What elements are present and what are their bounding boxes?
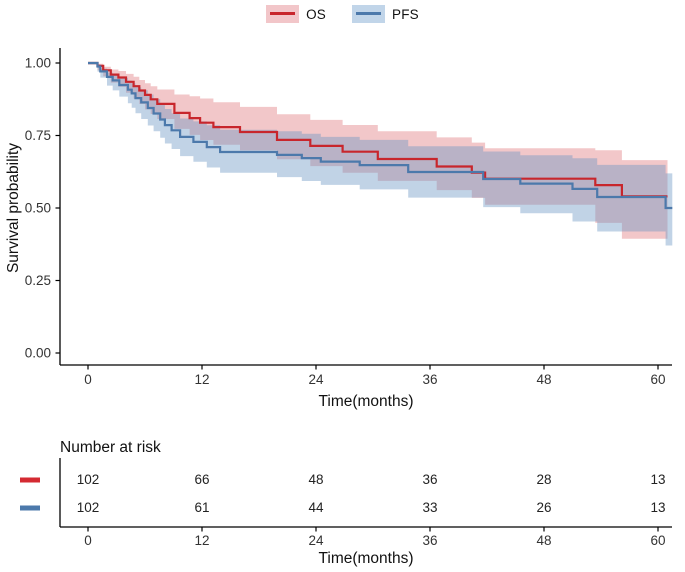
y-tick-label: 0.50: [25, 201, 51, 216]
legend-label-os: OS: [306, 6, 327, 22]
x-tick-label: 36: [422, 372, 437, 387]
risk-count: 44: [308, 500, 324, 515]
risk-table-title: Number at risk: [60, 439, 161, 456]
risk-count: 28: [536, 472, 551, 487]
x-tick-label: 60: [650, 372, 665, 387]
risk-count: 26: [536, 500, 551, 515]
risk-tick-label: 0: [84, 533, 92, 548]
legend-item-os: OS: [266, 5, 326, 23]
pfs-legend-key-icon: [352, 5, 386, 23]
os-legend-key-icon: [266, 5, 300, 23]
risk-count: 61: [194, 500, 209, 515]
legend-label-pfs: PFS: [392, 6, 419, 22]
pfs-line-icon: [356, 12, 382, 15]
legend-item-pfs: PFS: [352, 5, 419, 23]
os-line-icon: [270, 12, 296, 15]
y-tick-label: 0.25: [25, 273, 51, 288]
x-axis-title: Time(months): [318, 393, 413, 410]
risk-tick-label: 48: [536, 533, 551, 548]
y-tick-label: 0.75: [25, 128, 51, 143]
y-tick-label: 1.00: [25, 56, 51, 71]
risk-count: 33: [422, 500, 437, 515]
risk-count: 66: [194, 472, 209, 487]
risk-count: 13: [650, 472, 665, 487]
pfs-confidence-band: [88, 63, 673, 246]
risk-tick-label: 12: [194, 533, 209, 548]
risk-tick-label: 24: [308, 533, 324, 548]
x-tick-label: 48: [536, 372, 551, 387]
axes: 1.00 0.75 0.50 0.25 0.00 0 12 24 36 48 60: [25, 48, 672, 387]
pfs-curve: [88, 61, 673, 210]
survival-curves: [88, 61, 673, 210]
y-axis-title: Survival probability: [5, 143, 22, 273]
risk-count: 48: [308, 472, 323, 487]
chart-legend: OS PFS: [0, 5, 685, 23]
risk-tick-label: 36: [422, 533, 437, 548]
x-tick-label: 12: [194, 372, 209, 387]
risk-axis-title: Time(months): [318, 550, 413, 567]
risk-count: 102: [77, 500, 100, 515]
os-curve: [88, 61, 668, 198]
y-tick-label: 0.00: [25, 346, 51, 361]
risk-tick-label: 60: [650, 533, 665, 548]
risk-count: 36: [422, 472, 437, 487]
risk-count: 13: [650, 500, 665, 515]
x-tick-label: 0: [84, 372, 92, 387]
confidence-bands: [88, 63, 673, 246]
risk-count: 102: [77, 472, 100, 487]
risk-table: 102 66 48 36 28 13 102 61 44 33 26 13 0 12 24 36 48 60: [20, 458, 672, 548]
x-tick-label: 24: [308, 372, 324, 387]
